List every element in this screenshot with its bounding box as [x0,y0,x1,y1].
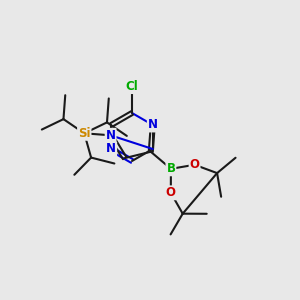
Text: O: O [166,186,176,199]
Text: N: N [148,118,158,131]
Text: N: N [106,142,116,155]
Text: N: N [106,129,116,142]
Text: Si: Si [78,127,91,140]
Text: O: O [190,158,200,171]
Text: B: B [167,162,176,175]
Text: Cl: Cl [126,80,138,93]
